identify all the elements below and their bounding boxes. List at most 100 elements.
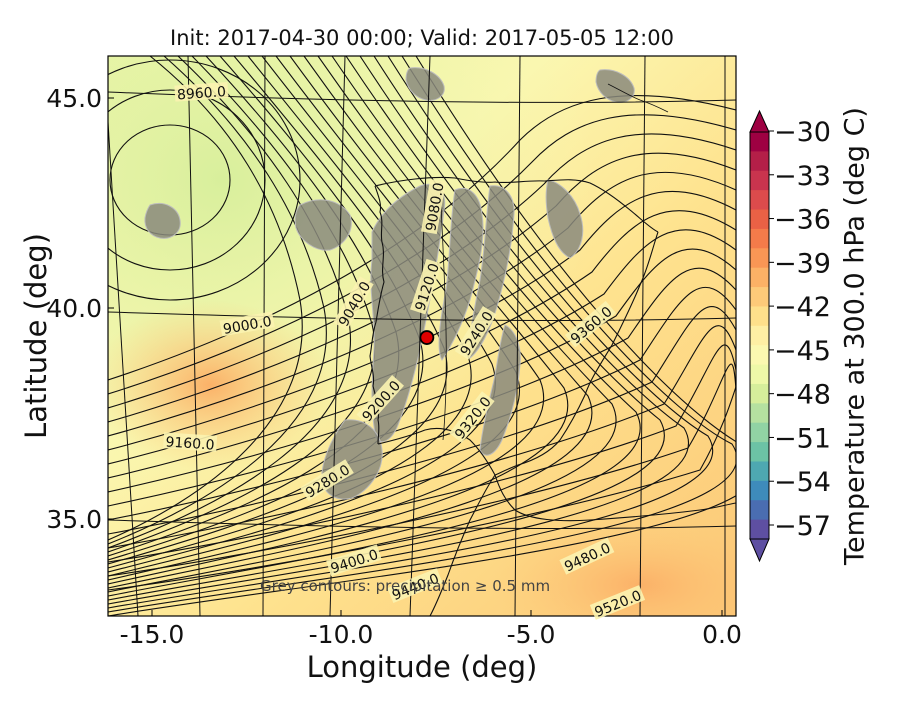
x-axis-label: Longitude (deg) <box>306 650 538 684</box>
height-contour <box>108 267 736 507</box>
colorbar-segment <box>750 422 769 443</box>
height-contour <box>108 210 736 465</box>
contour-label-group: 9160.0 <box>162 432 218 454</box>
height-contour <box>108 56 520 577</box>
contour-label-group: 8960.0 <box>174 81 229 103</box>
height-contour <box>108 229 736 479</box>
height-contour <box>108 56 736 613</box>
warm-anomaly <box>108 300 330 470</box>
height-contour <box>108 363 736 577</box>
contour-label: 9160.0 <box>165 434 215 453</box>
colorbar-segment <box>750 190 769 211</box>
parallel-line <box>108 311 736 321</box>
colorbar-segment <box>750 519 769 540</box>
contour-label-bg <box>162 432 218 452</box>
colorbar-segment <box>750 325 769 346</box>
colorbar-segment <box>750 403 769 424</box>
meridian-line <box>108 113 139 616</box>
precipitation-area <box>370 183 446 442</box>
colorbar-extend-top <box>749 109 770 133</box>
contour-label-bg <box>589 585 646 620</box>
height-contour <box>108 190 736 451</box>
colorbar-segment <box>750 228 769 249</box>
plot-title: Init: 2017-04-30 00:00; Valid: 2017-05-0… <box>170 26 674 50</box>
colorbar-segment <box>750 345 769 366</box>
contour-label: 8960.0 <box>177 84 227 103</box>
colorbar-tick-label: −51 <box>774 423 831 454</box>
graticule <box>108 56 736 616</box>
colorbar-frame <box>749 131 770 540</box>
precipitation-area <box>144 203 181 239</box>
contour-label-bg <box>449 391 495 443</box>
precipitation-area <box>405 67 445 101</box>
colorbar-segment <box>750 209 769 230</box>
map-area <box>108 56 736 616</box>
colorbar: −30 −33 −36 −39 −42 −45 −48 −51 −54 −57 <box>749 109 831 563</box>
colorbar-tick-label: −30 <box>774 117 831 148</box>
precipitation-area <box>479 324 521 456</box>
colorbar-segment <box>750 480 769 501</box>
meridian-line <box>262 56 266 616</box>
height-contour <box>108 171 736 437</box>
parallel-line <box>108 519 736 529</box>
y-tick-label: 45.0 <box>46 84 102 113</box>
contour-label-bg <box>174 81 229 102</box>
colorbar-segment <box>750 267 769 288</box>
colorbar-tick-label: −57 <box>774 511 831 542</box>
colorbar-segment <box>750 461 769 482</box>
meridian-line <box>639 56 646 616</box>
colorbar-segment <box>750 132 769 152</box>
meridian-line <box>329 56 346 616</box>
contour-label-bg <box>564 300 616 348</box>
contour-label-bg <box>326 544 382 577</box>
map-frame <box>107 55 737 617</box>
y-tick-label: 40.0 <box>46 294 102 323</box>
height-contour <box>108 56 424 561</box>
colorbar-tick-label: −54 <box>774 467 831 498</box>
colorbar-segment <box>750 442 769 463</box>
height-contour <box>108 306 736 535</box>
colorbar-segment <box>750 151 769 172</box>
colorbar-tick-label: −45 <box>774 336 831 367</box>
precipitation-area <box>294 199 352 251</box>
x-tick-label: -5.0 <box>507 620 556 649</box>
precipitation-area <box>438 188 484 361</box>
contour-label-bg <box>219 311 275 337</box>
height-contour <box>108 56 375 553</box>
contour-label-bg <box>559 537 615 575</box>
colorbar-tick-label: −48 <box>774 380 831 411</box>
precipitation-area <box>545 179 584 259</box>
x-tick-label: -15.0 <box>120 620 185 649</box>
location-marker <box>419 330 435 345</box>
coastline <box>369 83 736 616</box>
y-tick-label: 35.0 <box>46 505 102 534</box>
meridian-line <box>514 56 521 616</box>
height-contour <box>108 344 736 563</box>
height-contour <box>108 56 736 616</box>
precip-annotation: Grey contours: precipitation ≥ 0.5 mm <box>260 577 551 595</box>
x-tick-label: 0.0 <box>702 620 742 649</box>
colorbar-segment <box>750 500 769 521</box>
contour-label-bg <box>300 459 354 502</box>
colorbar-extend-bottom <box>749 538 770 563</box>
colorbar-segment <box>750 170 769 191</box>
colorbar-segment <box>750 248 769 269</box>
precipitation-areas <box>144 67 635 500</box>
y-axis-label: Latitude (deg) <box>19 233 53 439</box>
contour-label-bg <box>421 178 447 235</box>
colorbar-segment <box>750 306 769 327</box>
colorbar-tick-label: −36 <box>774 205 831 236</box>
colorbar-label: Temperature at 300.0 hPa (deg C) <box>839 107 871 565</box>
colorbar-segment <box>750 287 769 308</box>
colorbar-segment <box>750 383 769 404</box>
height-contour <box>108 56 327 545</box>
colorbar-segment <box>750 364 769 385</box>
contour-label-bg <box>356 375 405 426</box>
x-tick-label: -10.0 <box>309 620 374 649</box>
axis-ticks: -15.0 -10.0 -5.0 0.0 45.0 40.0 35.0 <box>46 84 742 649</box>
colorbar-tick-label: −42 <box>774 292 831 323</box>
height-contour <box>108 248 736 493</box>
colorbar-tick-label: −33 <box>774 161 831 192</box>
